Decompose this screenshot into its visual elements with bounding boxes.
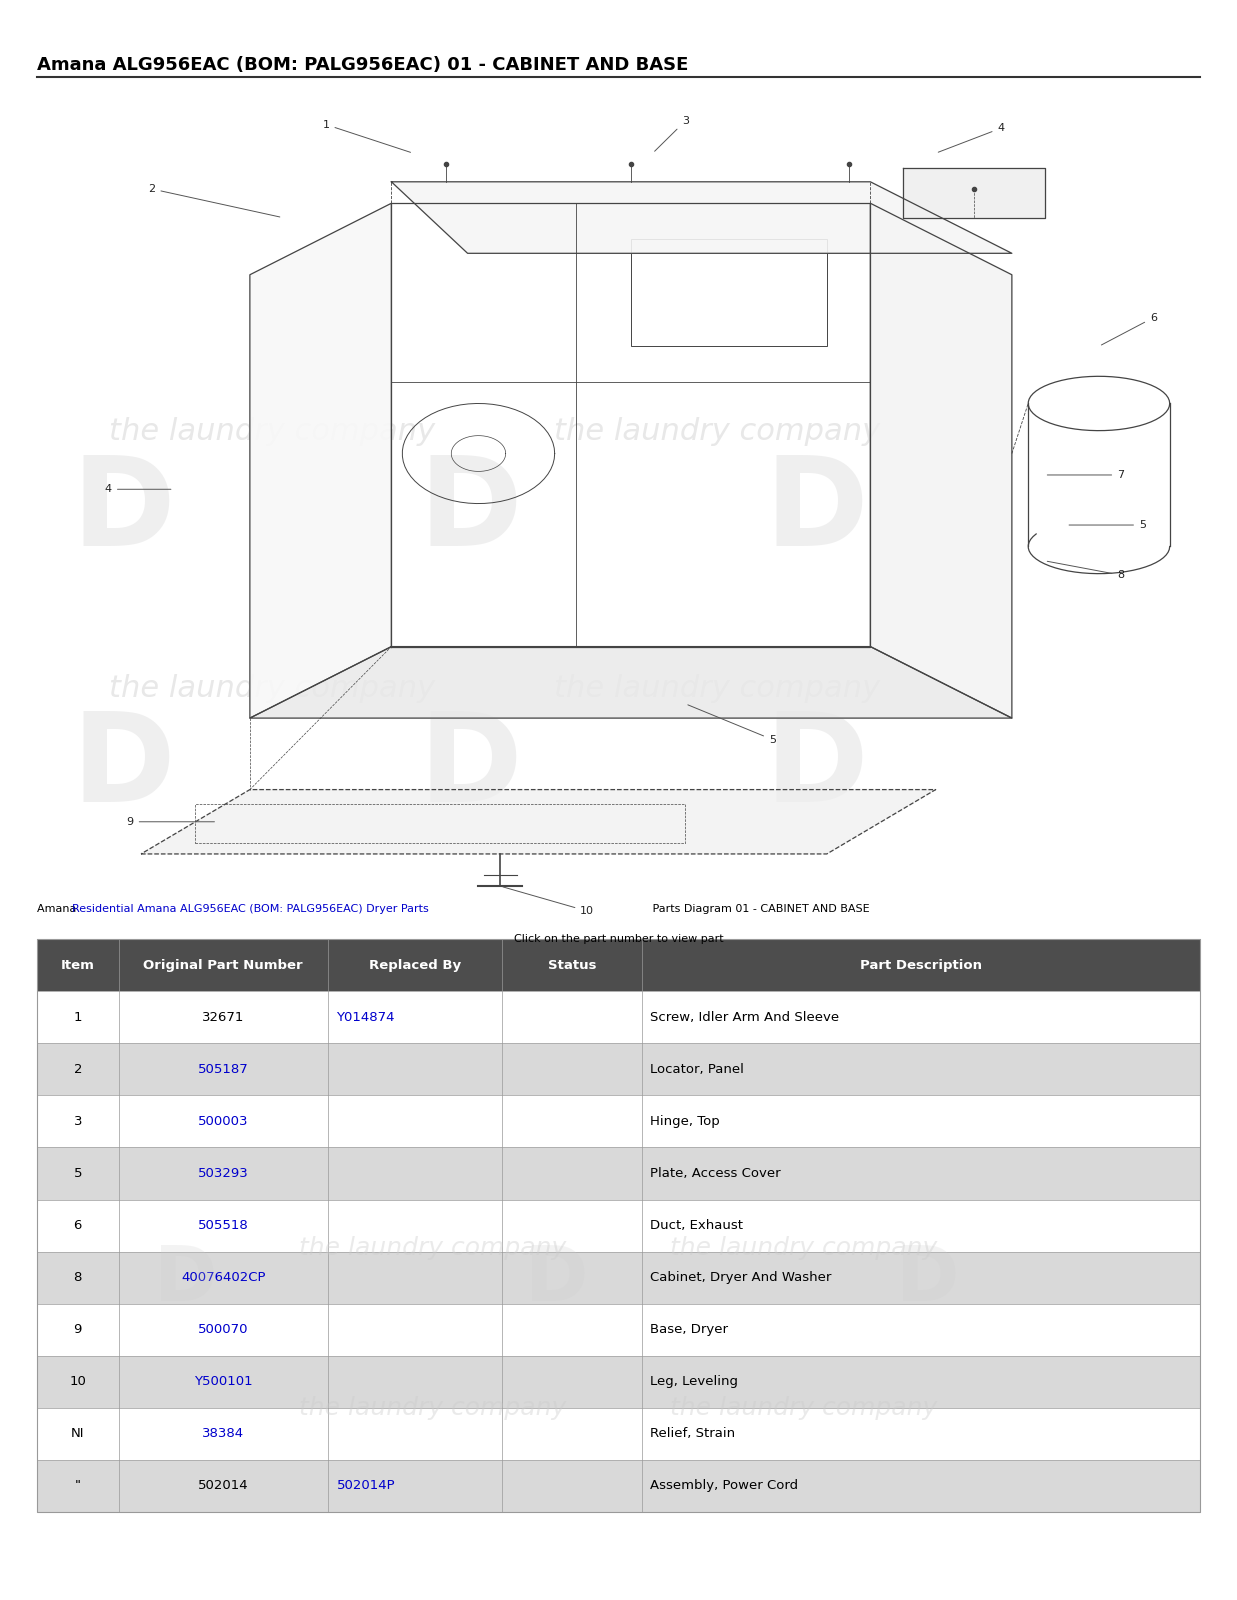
- Text: Locator, Panel: Locator, Panel: [651, 1062, 745, 1075]
- Text: 7: 7: [1048, 470, 1124, 480]
- Text: Part Description: Part Description: [860, 958, 982, 971]
- Text: 2: 2: [73, 1062, 82, 1075]
- Text: the laundry company: the laundry company: [670, 1395, 938, 1421]
- Text: 500070: 500070: [198, 1323, 249, 1336]
- Polygon shape: [903, 168, 1044, 218]
- Text: Leg, Leveling: Leg, Leveling: [651, 1376, 738, 1389]
- Text: D: D: [896, 1243, 960, 1317]
- Bar: [195, 803, 685, 843]
- Text: 8: 8: [74, 1270, 82, 1285]
- Bar: [37, 1251, 1200, 1304]
- Text: Amana ALG956EAC (BOM: PALG956EAC) 01 - CABINET AND BASE: Amana ALG956EAC (BOM: PALG956EAC) 01 - C…: [37, 56, 689, 74]
- Text: the laundry company: the laundry company: [670, 1235, 938, 1261]
- Text: Screw, Idler Arm And Sleeve: Screw, Idler Arm And Sleeve: [651, 1011, 840, 1024]
- Text: 1: 1: [323, 120, 411, 152]
- Text: 5: 5: [688, 706, 776, 744]
- Bar: [37, 939, 1200, 992]
- Text: 505187: 505187: [198, 1062, 249, 1075]
- Text: the laundry company: the laundry company: [554, 674, 881, 702]
- Text: Base, Dryer: Base, Dryer: [651, 1323, 729, 1336]
- Bar: [37, 992, 1200, 1043]
- Text: Status: Status: [548, 958, 596, 971]
- Text: Plate, Access Cover: Plate, Access Cover: [651, 1166, 781, 1181]
- Text: D: D: [153, 1243, 218, 1317]
- Text: 9: 9: [126, 816, 214, 827]
- Text: Assembly, Power Cord: Assembly, Power Cord: [651, 1480, 799, 1493]
- Text: D: D: [524, 1243, 589, 1317]
- Bar: [37, 1200, 1200, 1251]
- Bar: [37, 1355, 1200, 1408]
- Text: Cabinet, Dryer And Washer: Cabinet, Dryer And Washer: [651, 1270, 831, 1285]
- Text: D: D: [764, 451, 868, 573]
- Text: 38384: 38384: [202, 1427, 244, 1440]
- Polygon shape: [141, 789, 935, 854]
- Text: Parts Diagram 01 - CABINET AND BASE: Parts Diagram 01 - CABINET AND BASE: [649, 904, 870, 914]
- Polygon shape: [250, 646, 1012, 718]
- Text: 3: 3: [73, 1115, 82, 1128]
- Bar: [631, 238, 826, 346]
- Text: the laundry company: the laundry company: [109, 674, 435, 702]
- Text: 505518: 505518: [198, 1219, 249, 1232]
- Bar: [37, 1096, 1200, 1147]
- Bar: [37, 1459, 1200, 1512]
- Bar: [37, 1043, 1200, 1096]
- Text: D: D: [418, 707, 522, 829]
- Bar: [37, 939, 1200, 1512]
- Text: 5: 5: [1069, 520, 1145, 530]
- Text: 40076402CP: 40076402CP: [181, 1270, 266, 1285]
- Text: 4: 4: [105, 485, 171, 494]
- Text: Amana: Amana: [37, 904, 80, 914]
- Text: 6: 6: [1101, 312, 1157, 346]
- Text: 502014: 502014: [198, 1480, 249, 1493]
- Text: 1: 1: [73, 1011, 82, 1024]
- Text: 8: 8: [1048, 562, 1124, 581]
- Text: 5: 5: [73, 1166, 82, 1181]
- Text: 2: 2: [148, 184, 280, 218]
- Text: D: D: [764, 707, 868, 829]
- Text: the laundry company: the laundry company: [299, 1235, 567, 1261]
- Polygon shape: [871, 203, 1012, 718]
- Bar: [37, 1147, 1200, 1200]
- Text: Hinge, Top: Hinge, Top: [651, 1115, 720, 1128]
- Bar: [37, 1304, 1200, 1355]
- Text: Duct, Exhaust: Duct, Exhaust: [651, 1219, 743, 1232]
- Text: 500003: 500003: [198, 1115, 249, 1128]
- Polygon shape: [391, 182, 1012, 253]
- Text: 9: 9: [74, 1323, 82, 1336]
- Text: 502014P: 502014P: [336, 1480, 395, 1493]
- Text: D: D: [72, 707, 176, 829]
- Text: 3: 3: [654, 117, 689, 152]
- Polygon shape: [250, 203, 391, 718]
- Text: Item: Item: [61, 958, 95, 971]
- Text: 10: 10: [503, 886, 594, 917]
- Text: ": ": [74, 1480, 80, 1493]
- Text: Replaced By: Replaced By: [369, 958, 461, 971]
- Text: Residential Amana ALG956EAC (BOM: PALG956EAC) Dryer Parts: Residential Amana ALG956EAC (BOM: PALG95…: [72, 904, 428, 914]
- Text: the laundry company: the laundry company: [299, 1395, 567, 1421]
- Text: the laundry company: the laundry company: [554, 418, 881, 446]
- Text: the laundry company: the laundry company: [109, 418, 435, 446]
- Text: 4: 4: [938, 123, 1004, 152]
- Text: 10: 10: [69, 1376, 87, 1389]
- Text: 6: 6: [74, 1219, 82, 1232]
- Text: Y014874: Y014874: [336, 1011, 395, 1024]
- Text: Y500101: Y500101: [194, 1376, 252, 1389]
- Text: D: D: [72, 451, 176, 573]
- Text: Relief, Strain: Relief, Strain: [651, 1427, 736, 1440]
- Text: Original Part Number: Original Part Number: [143, 958, 303, 971]
- Text: 32671: 32671: [202, 1011, 245, 1024]
- Bar: [37, 1408, 1200, 1459]
- Text: 503293: 503293: [198, 1166, 249, 1181]
- Text: D: D: [418, 451, 522, 573]
- Text: Click on the part number to view part: Click on the part number to view part: [513, 934, 724, 944]
- Text: NI: NI: [71, 1427, 84, 1440]
